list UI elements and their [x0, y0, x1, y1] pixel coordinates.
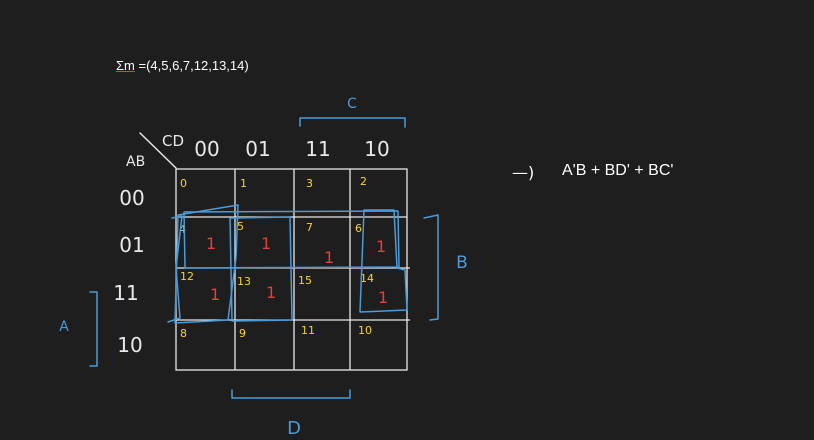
- sigma-m-symbol: Σm: [116, 58, 135, 73]
- cell-value-5: 1: [261, 234, 271, 253]
- cell-value-14: 1: [378, 288, 388, 307]
- group-loops: [167, 204, 408, 324]
- cell-value-7: 1: [324, 248, 334, 267]
- col-header-10: 10: [364, 137, 389, 161]
- cell-index-13: 13: [237, 275, 251, 288]
- d-bracket: [231, 389, 351, 399]
- cell-value-12: 1: [210, 285, 220, 304]
- cell-index-14: 14: [360, 272, 374, 285]
- a-label: A: [59, 319, 69, 335]
- cell-index-2: 2: [360, 175, 367, 188]
- row-header-00: 00: [119, 186, 144, 210]
- cell-index-10: 10: [358, 324, 372, 337]
- group-a-prime-b: [183, 210, 400, 269]
- cell-index-11: 11: [301, 324, 315, 337]
- kmap-grid: [175, 168, 410, 371]
- cell-index-7: 7: [306, 221, 313, 234]
- corner-diagonal: [139, 132, 177, 169]
- cell-index-12: 12: [180, 270, 194, 283]
- cell-value-4: 1: [206, 234, 216, 253]
- group-b-d-prime-right: [359, 209, 408, 313]
- col-header-00: 00: [194, 137, 219, 161]
- cell-index-15: 15: [298, 274, 312, 287]
- corner-row-label: AB: [126, 154, 145, 170]
- cell-index-4: 4: [179, 223, 186, 236]
- group-b-c-prime-inner: [229, 216, 293, 322]
- a-bracket: [89, 291, 98, 367]
- row-header-01: 01: [119, 233, 144, 257]
- col-header-01: 01: [245, 137, 270, 161]
- cell-index-1: 1: [240, 177, 247, 190]
- cell-value-6: 1: [376, 237, 386, 256]
- b-bracket: [423, 214, 439, 321]
- corner-col-label: CD: [162, 132, 184, 150]
- cell-values: 1 1 1 1 1 1 1: [206, 234, 388, 307]
- minterm-list: =(4,5,6,7,12,13,14): [134, 58, 249, 73]
- b-label: B: [456, 253, 468, 273]
- result-expression: A'B + BD' + BC': [562, 162, 674, 179]
- row-header-11: 11: [113, 281, 138, 305]
- cell-index-3: 3: [306, 177, 313, 190]
- col-header-11: 11: [305, 137, 330, 161]
- cell-index-8: 8: [180, 327, 187, 340]
- d-label: D: [287, 418, 301, 439]
- cell-indices: 0 1 3 2 4 5 7 6 12 13 15 14 8 9 11 10: [179, 175, 374, 340]
- cell-index-6: 6: [355, 222, 362, 235]
- cell-index-0: 0: [180, 177, 187, 190]
- minterm-expression: Σm =(4,5,6,7,12,13,14): [116, 58, 249, 73]
- cell-index-9: 9: [239, 327, 246, 340]
- c-label: C: [347, 96, 357, 112]
- cell-value-13: 1: [266, 283, 276, 302]
- c-bracket: [299, 117, 406, 128]
- cell-index-5: 5: [237, 220, 244, 233]
- group-b-d-prime-left: [167, 215, 183, 323]
- result-arrow: —): [512, 163, 534, 182]
- row-header-10: 10: [117, 333, 142, 357]
